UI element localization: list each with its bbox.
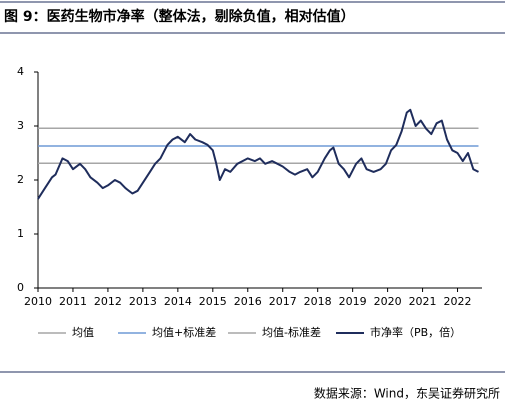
x-tick-label: 2021 bbox=[409, 295, 437, 308]
legend-label: 均值 bbox=[72, 326, 94, 339]
source: 数据来源：Wind，东吴证券研究所 bbox=[314, 386, 500, 401]
x-tick-label: 2012 bbox=[94, 295, 122, 308]
x-tick-label: 2016 bbox=[234, 295, 262, 308]
x-tick-label: 2018 bbox=[304, 295, 332, 308]
legend-label: 市净率（PB，倍） bbox=[370, 325, 461, 339]
x-tick-label: 2022 bbox=[444, 295, 472, 308]
y-tick-label: 3 bbox=[17, 119, 24, 132]
x-tick-label: 2020 bbox=[374, 295, 402, 308]
x-tick-label: 2013 bbox=[129, 295, 157, 308]
x-tick-label: 2019 bbox=[339, 295, 367, 308]
legend-label: 均值+标准差 bbox=[152, 325, 216, 339]
x-tick-label: 2011 bbox=[59, 295, 87, 308]
x-tick-label: 2010 bbox=[24, 295, 52, 308]
x-tick-label: 2015 bbox=[199, 295, 227, 308]
legend-label: 均值-标准差 bbox=[262, 325, 321, 339]
chart-title: 图 9：医药生物市净率（整体法，剔除负值，相对估值） bbox=[4, 8, 355, 25]
y-tick-label: 1 bbox=[17, 227, 24, 240]
y-tick-label: 4 bbox=[17, 65, 24, 78]
y-tick-label: 0 bbox=[17, 281, 24, 294]
y-tick-label: 2 bbox=[17, 173, 24, 186]
x-tick-label: 2014 bbox=[164, 295, 192, 308]
series-line bbox=[37, 108, 479, 200]
x-tick-label: 2017 bbox=[269, 295, 297, 308]
